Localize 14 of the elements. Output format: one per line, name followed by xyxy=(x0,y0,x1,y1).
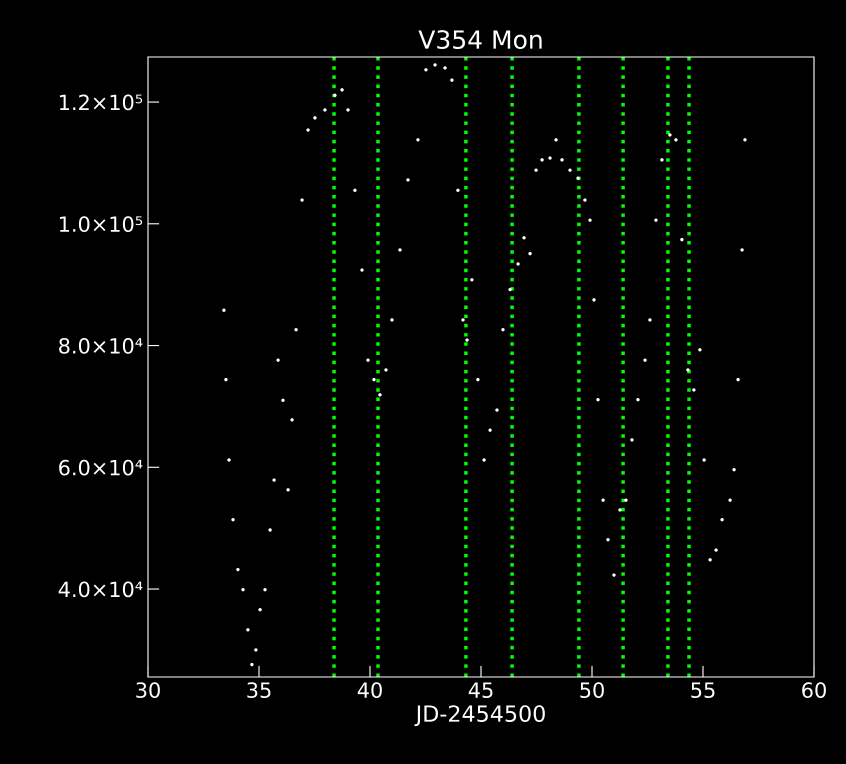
y-tick-label: 1.2×10⁵ xyxy=(60,94,142,110)
y-tick-label: 6.0×10⁴ xyxy=(59,460,142,476)
x-tick-label: 45 xyxy=(468,682,492,698)
x-axis-title: JD-2454500 xyxy=(414,705,545,726)
y-tick-label: 1.0×10⁵ xyxy=(60,216,142,232)
x-tick-label: 50 xyxy=(580,682,604,698)
y-tick-label: 8.0×10⁴ xyxy=(59,338,142,354)
chart-title: V354 Mon xyxy=(418,30,542,50)
y-tick-label: 4.0×10⁴ xyxy=(58,581,142,598)
x-tick-label: 35 xyxy=(247,682,270,698)
x-tick-label: 40 xyxy=(358,682,382,698)
x-tick-label: 55 xyxy=(691,682,714,698)
x-tick-label: 60 xyxy=(802,682,826,698)
x-tick-label: 30 xyxy=(136,682,160,698)
